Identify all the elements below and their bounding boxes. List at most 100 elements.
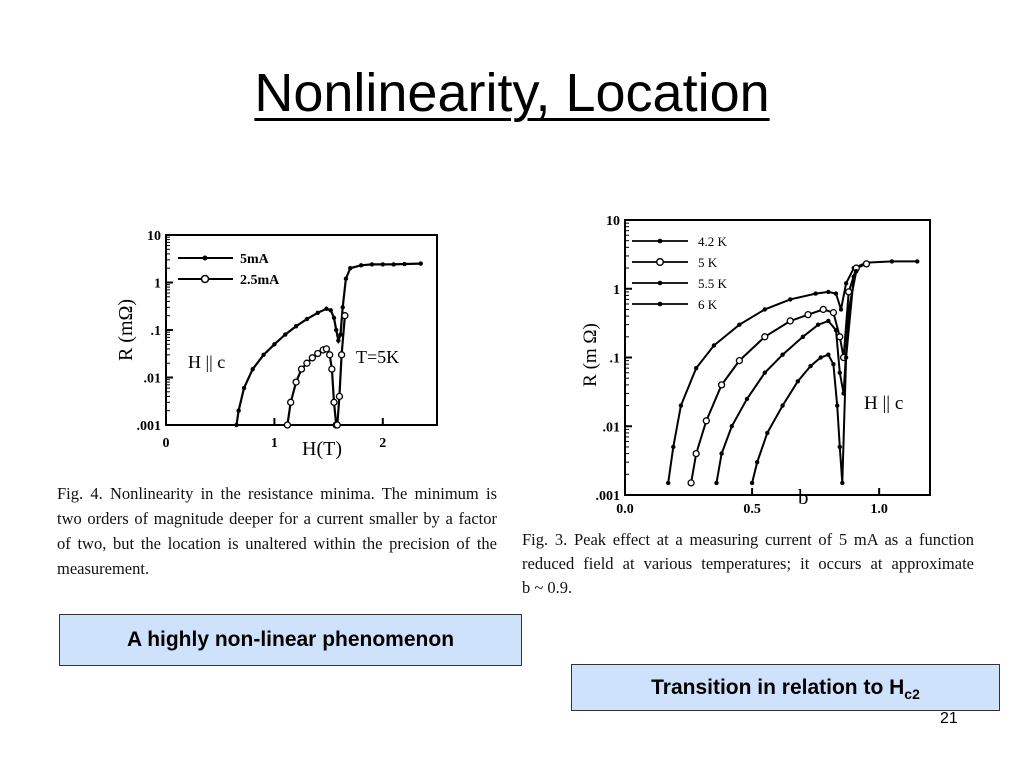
fig3-data-point <box>693 365 699 371</box>
fig4-data-point <box>322 345 331 353</box>
fig3-series-line <box>715 271 858 484</box>
fig4-data-point <box>341 312 349 320</box>
fig3-data-point <box>889 259 895 264</box>
fig4-caption-line: Fig. 4. Nonlinearity in the resistance m… <box>57 484 497 503</box>
fig4-annotation-field: H || c <box>188 352 225 372</box>
fig3-x-tick-label: 0.0 <box>616 502 634 515</box>
fig3-data-point <box>854 269 859 274</box>
fig3-legend-label-6k: 6 K <box>698 297 718 312</box>
fig4-data-point <box>304 316 310 322</box>
fig4-data-point <box>314 349 322 358</box>
fig3-y-tick-label: 1 <box>613 283 620 298</box>
summary-box-left-text: A highly non-linear phenomenon <box>126 628 455 651</box>
fig4-data-point <box>324 306 329 311</box>
fig3-legend-label-4-2k: 4.2 K <box>698 234 728 249</box>
fig3-x-tick-label: 0.5 <box>743 502 761 515</box>
fig4-data-point <box>261 352 266 358</box>
fig4-data-point <box>326 351 334 359</box>
fig3-data-point <box>737 322 742 327</box>
summary-box-right-text: Transition in relation to H <box>651 676 905 699</box>
fig4-data-point <box>292 378 300 386</box>
fig4-chart: R (mΩ) H(T) H || c T=5K 5mA 2.5mA 10 1 .1.… <box>115 229 438 460</box>
summary-box-left: A highly non-linear phenomenon <box>59 614 522 666</box>
fig3-data-point <box>762 307 767 312</box>
fig3-data-point <box>818 355 823 360</box>
fig4-data-point <box>283 332 288 337</box>
fig4-data-point <box>338 332 343 337</box>
fig3-data-point <box>826 318 831 324</box>
fig4-legend: 5mA 2.5mA <box>178 252 280 288</box>
fig3-y-tick-label: .1 <box>610 352 621 367</box>
fig4-data-point <box>333 327 339 333</box>
fig4-data-point <box>337 351 346 359</box>
fig4-y-tick-label: 10 <box>147 229 161 244</box>
fig4-legend-label-5ma: 5mA <box>240 252 270 267</box>
fig3-data-point <box>749 480 755 486</box>
fig3-data-point <box>692 449 700 458</box>
fig3-y-tick-label: 10 <box>606 214 620 229</box>
fig3-data-point <box>813 291 818 296</box>
fig3-caption-line: Fig. 3. Peak effect at a measuring curre… <box>522 530 974 549</box>
fig3-data-point <box>678 403 684 408</box>
fig3-y-tick-label: .001 <box>596 489 621 504</box>
fig4-data-point <box>336 338 341 343</box>
fig3-data-point <box>765 430 770 436</box>
fig3-data-point <box>837 370 842 375</box>
fig4-data-point <box>358 263 364 268</box>
fig3-data-point <box>729 424 734 429</box>
page-number: 21 <box>940 710 958 727</box>
fig3-data-point <box>815 322 821 327</box>
fig3-data-point <box>714 480 719 486</box>
fig3-data-point <box>837 444 842 450</box>
fig3-data-point <box>843 281 849 286</box>
fig4-data-point <box>333 421 341 429</box>
fig4-data-point <box>297 365 306 373</box>
fig4-annotation-temp: T=5K <box>356 347 399 367</box>
fig3-data-point <box>840 480 845 486</box>
fig4-y-axis-label: R (mΩ) <box>115 299 137 361</box>
fig3-data-point <box>833 327 839 333</box>
fig4-data-point <box>315 310 320 316</box>
fig4-x-tick-label: 0 <box>163 436 170 451</box>
fig4-caption-line: two orders of magnitude deeper for a cur… <box>57 509 497 528</box>
fig3-data-point <box>804 311 812 319</box>
fig3-series-line <box>667 260 918 484</box>
fig4-caption-line: measurement. <box>57 559 150 578</box>
fig3-caption-line: reduced field at various temperatures; i… <box>522 554 974 573</box>
fig4-data-point <box>283 421 292 429</box>
fig4-y-tick-label: .1 <box>151 324 162 339</box>
fig3-annotation-field: H || c <box>864 393 903 414</box>
fig4-x-tick-label: 1 <box>271 436 278 451</box>
fig4-data-point <box>340 305 345 310</box>
fig4-x-axis-label: H(T) <box>302 438 342 460</box>
fig4-data-point <box>287 398 295 406</box>
fig4-data-point <box>303 359 311 367</box>
fig3-series-line <box>751 276 855 484</box>
fig4-data-point <box>335 392 344 401</box>
fig3-data-point <box>666 480 671 486</box>
fig3-y-tick-label: .01 <box>603 420 621 435</box>
fig3-data-point <box>835 403 840 408</box>
fig3-data-point <box>671 444 676 450</box>
fig3-data-point <box>862 260 871 268</box>
fig3-legend-marker-5k <box>655 258 664 267</box>
fig4-data-point <box>369 262 375 267</box>
fig3-x-axis-label: b <box>798 485 809 509</box>
fig4-data-point <box>308 354 316 362</box>
fig4-y-tick-label: .01 <box>144 372 162 387</box>
fig3-y-axis-label: R (m Ω) <box>580 323 601 387</box>
fig3-data-point <box>833 291 839 296</box>
fig3-data-point <box>826 289 831 295</box>
summary-box-right-subscript: c2 <box>904 686 920 703</box>
fig3-data-point <box>838 307 844 312</box>
fig3-data-point <box>851 274 856 279</box>
fig3-data-point <box>735 356 744 365</box>
fig3-legend-marker-4-2k <box>657 238 663 244</box>
fig3-data-point <box>717 381 726 389</box>
fig3-data-point <box>761 333 769 341</box>
fig4-data-point <box>391 262 396 267</box>
fig4-data-point <box>328 308 333 313</box>
fig3-data-point <box>843 355 849 360</box>
fig3-data-point <box>915 259 920 264</box>
fig3-legend-marker-5-5k <box>657 280 663 286</box>
